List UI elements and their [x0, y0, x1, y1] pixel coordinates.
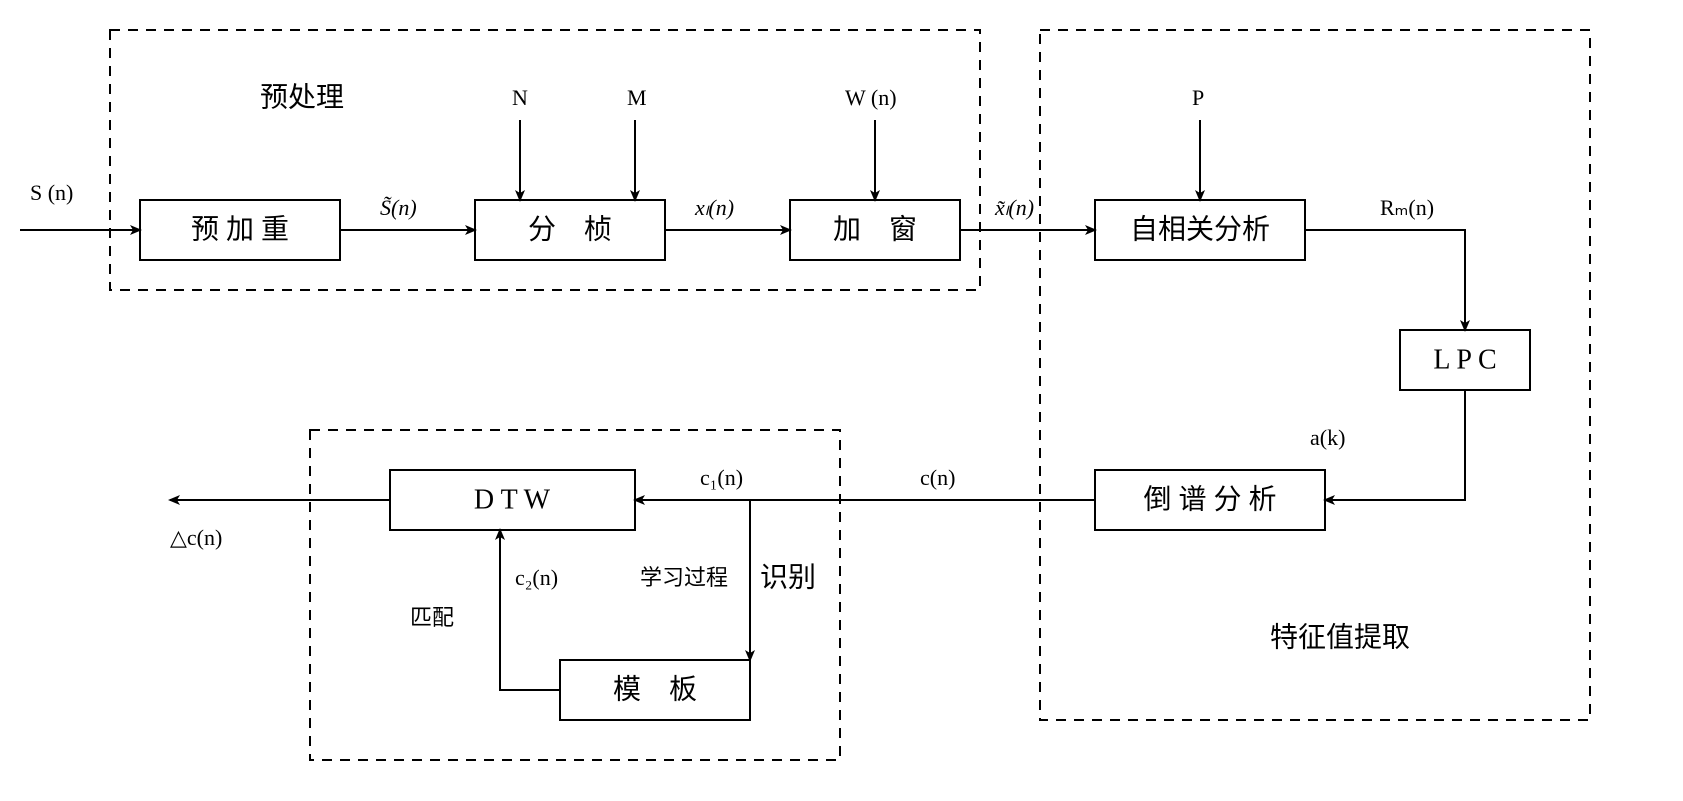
block-autocorr: 自相关分析 — [1095, 200, 1305, 260]
arrow-match — [500, 530, 560, 690]
label-xtilde: x̃ₗ(n) — [994, 195, 1034, 220]
label-N: N — [512, 85, 528, 110]
label-c2n: c₂(n) — [515, 565, 558, 590]
block-template: 模 板 — [560, 660, 750, 720]
svg-text:分 桢: 分 桢 — [528, 213, 612, 245]
block-lpc: L P C — [1400, 330, 1530, 390]
block-window: 加 窗 — [790, 200, 960, 260]
group-preproc-title: 预处理 — [260, 81, 344, 113]
svg-text:自相关分析: 自相关分析 — [1130, 213, 1270, 245]
svg-text:L P C: L P C — [1433, 344, 1496, 375]
arrow-lpc-cepstrum — [1325, 390, 1465, 500]
svg-text:加 窗: 加 窗 — [833, 213, 917, 245]
label-sn: S (n) — [30, 180, 73, 205]
label-ak: a(k) — [1310, 425, 1345, 450]
block-cepstrum: 倒 谱 分 析 — [1095, 470, 1325, 530]
block-frame: 分 桢 — [475, 200, 665, 260]
group-recognize-title: 识别 — [760, 562, 816, 593]
label-learn: 学习过程 — [640, 565, 728, 590]
group-feature-title: 特征值提取 — [1270, 621, 1410, 653]
label-match: 匹配 — [410, 605, 454, 630]
label-P: P — [1192, 85, 1204, 110]
label-M: M — [627, 85, 647, 110]
label-dc: △c(n) — [170, 525, 222, 550]
block-preemph: 预 加 重 — [140, 200, 340, 260]
label-xl: xₗ(n) — [694, 195, 734, 220]
svg-text:预 加 重: 预 加 重 — [191, 213, 289, 245]
label-c1n: c₁(n) — [700, 465, 743, 490]
arrow-autocorr-lpc — [1305, 230, 1465, 330]
label-Rm: Rₘ(n) — [1380, 195, 1434, 220]
svg-text:D T W: D T W — [474, 484, 551, 515]
svg-text:倒 谱 分 析: 倒 谱 分 析 — [1143, 483, 1276, 515]
label-cn: c(n) — [920, 465, 955, 490]
label-Wn: W (n) — [845, 85, 897, 110]
diagram-canvas: 预处理 特征值提取 识别 预 加 重 分 桢 加 窗 自相关分析 L P C 倒… — [0, 0, 1683, 801]
block-dtw: D T W — [390, 470, 635, 530]
label-stilde: S̃(n) — [380, 195, 417, 220]
svg-text:模 板: 模 板 — [613, 673, 697, 705]
